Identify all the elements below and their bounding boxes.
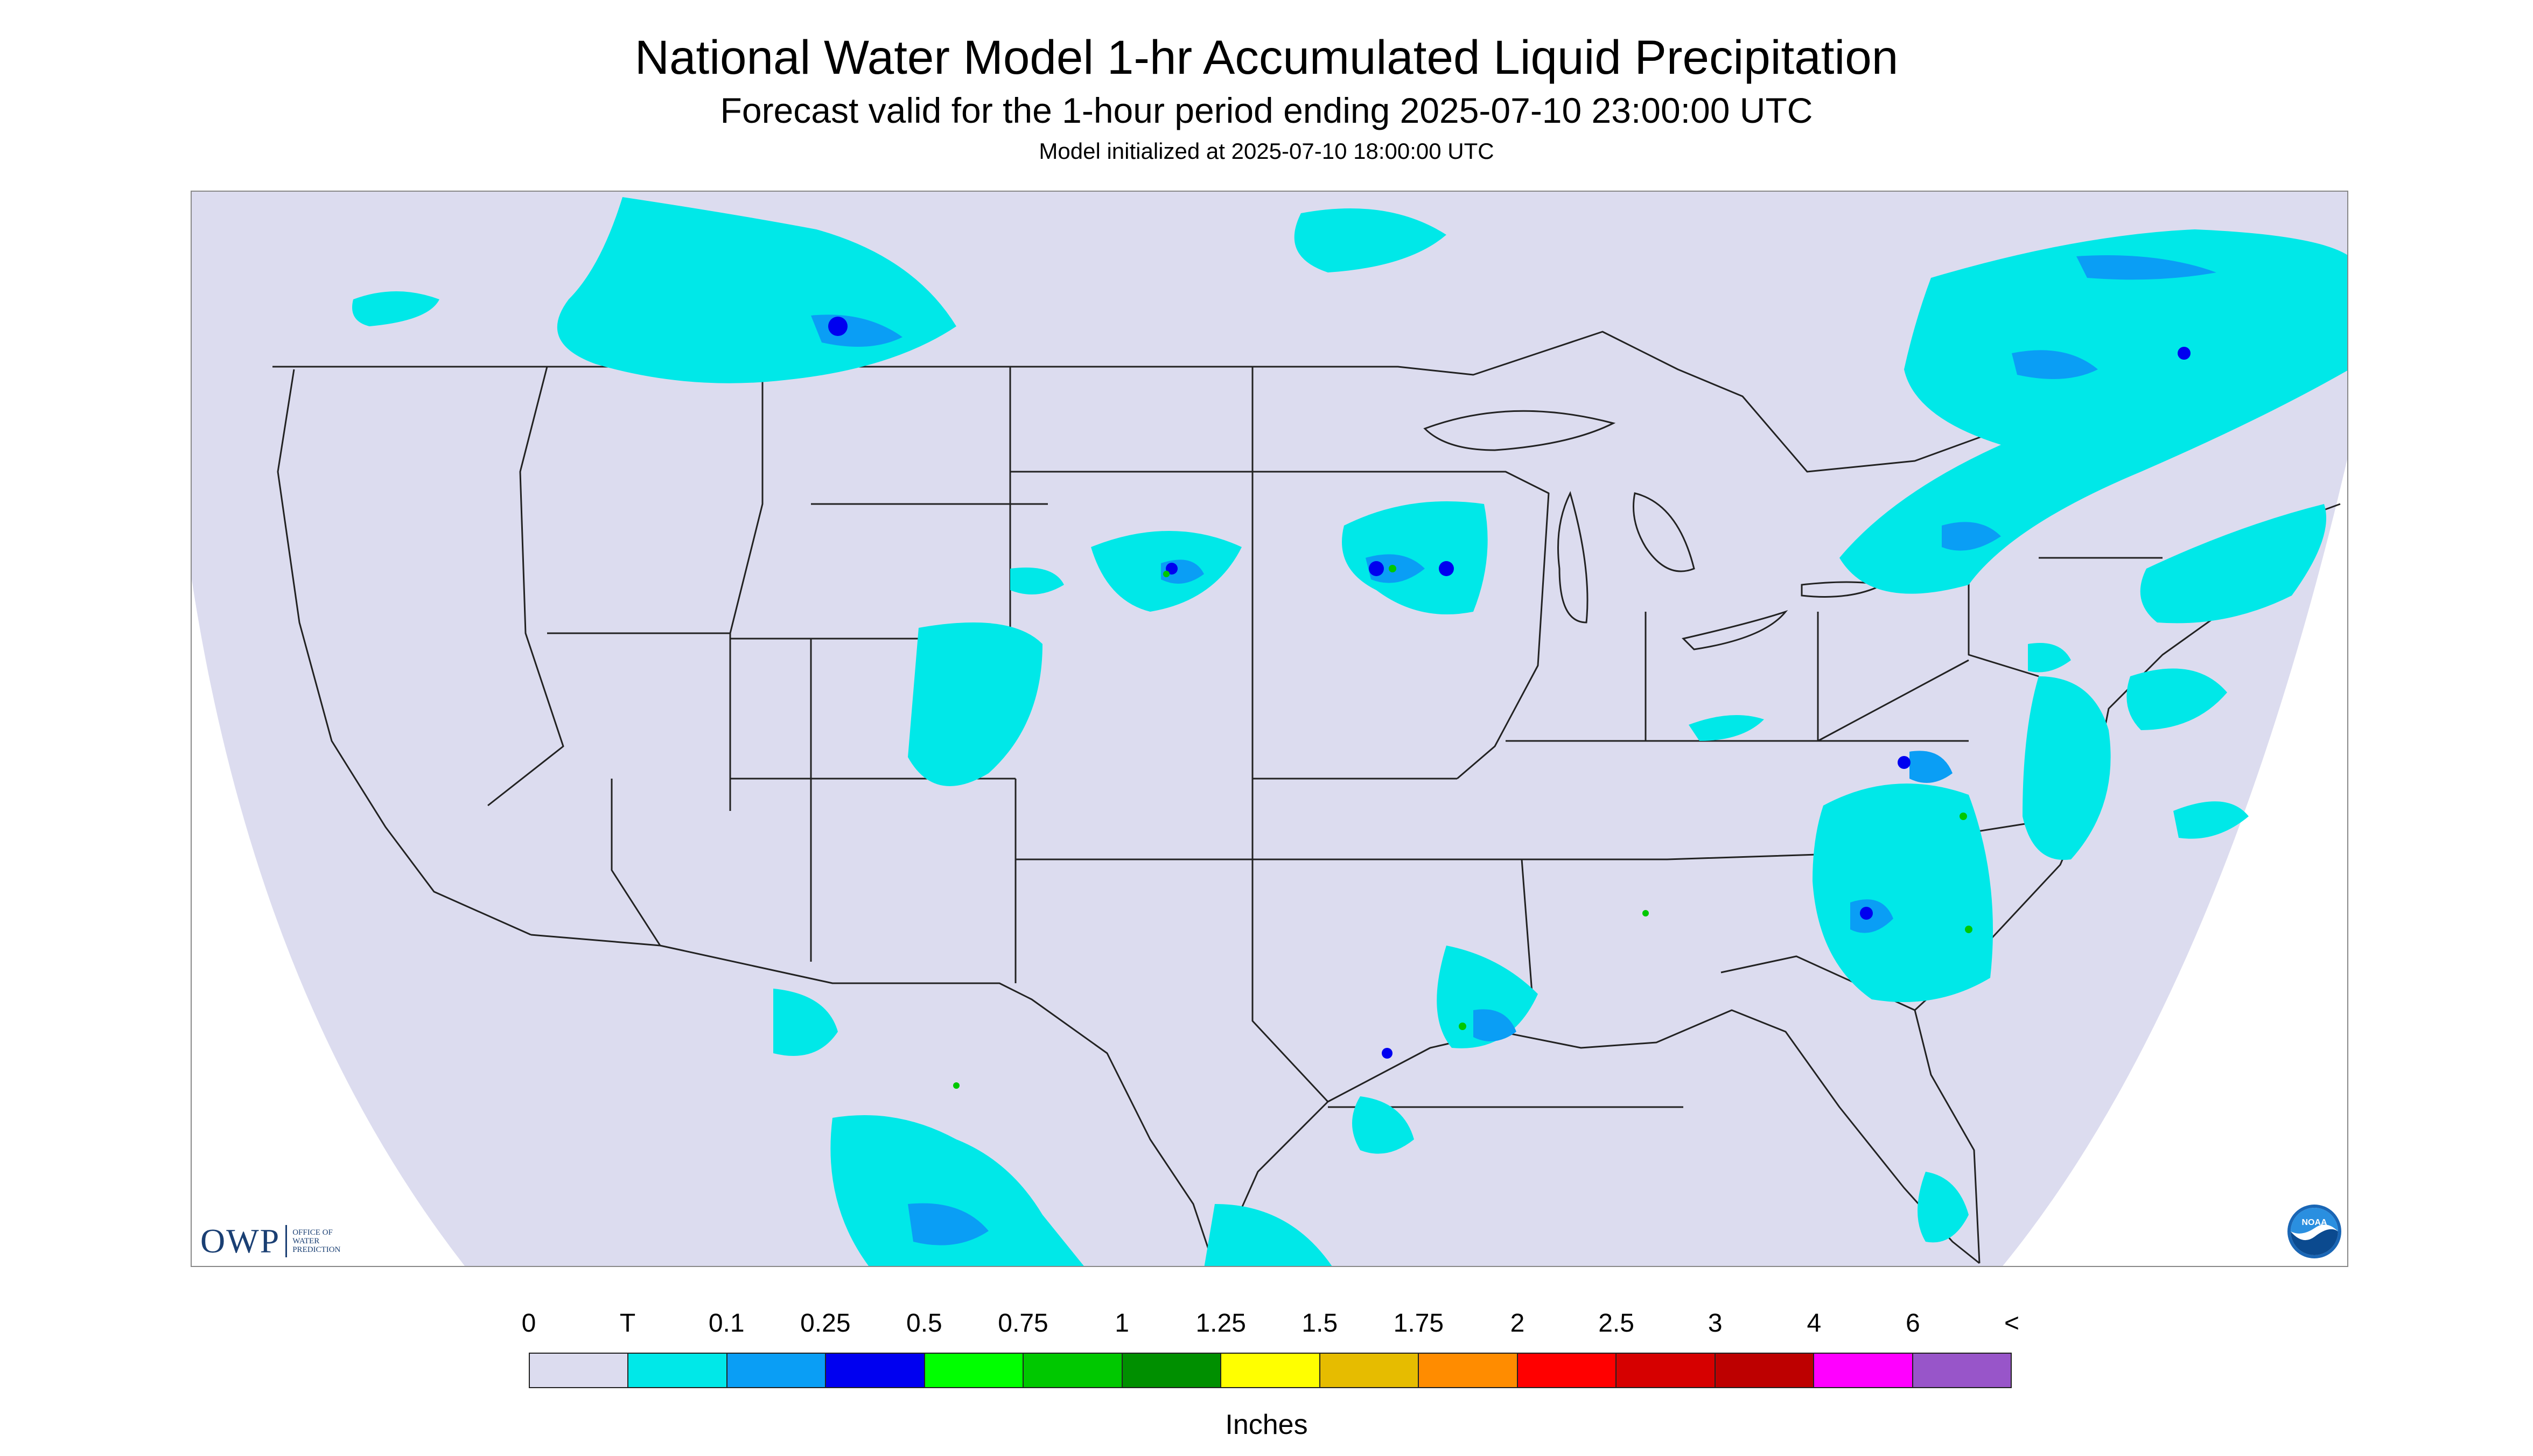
- legend-swatch: [1913, 1354, 2011, 1387]
- legend-swatch: [1617, 1354, 1716, 1387]
- model-init-time: Model initialized at 2025-07-10 18:00:00…: [1039, 138, 1494, 164]
- us-mexico-border: [530, 934, 1215, 1266]
- legend-tick-label: 1.25: [1195, 1309, 1246, 1338]
- legend-tick-label: T: [619, 1309, 636, 1338]
- legend-tick-label: 0: [521, 1309, 536, 1338]
- legend-swatch: [628, 1354, 727, 1387]
- legend-tick-label: 3: [1708, 1309, 1723, 1338]
- precip-peak-areas: [953, 565, 1972, 1089]
- legend-tick-label: 6: [1906, 1309, 1920, 1338]
- legend-swatch: [1122, 1354, 1222, 1387]
- precip-trace-areas: [352, 197, 2347, 1266]
- legend-tick-label: <: [2004, 1309, 2020, 1338]
- legend-tick-label: 2.5: [1598, 1309, 1634, 1338]
- legend-tick-label: 1.75: [1393, 1309, 1444, 1338]
- noaa-logo: NOAA: [2286, 1203, 2342, 1259]
- legend-tick-label: 1.5: [1302, 1309, 1338, 1338]
- owp-logo-subtitle: OFFICE OF WATER PREDICTION: [292, 1228, 341, 1254]
- legend-labels: 0 T 0.1 0.25 0.5 0.75 1 1.25 1.5 1.75 2 2.5 3 4 6 <: [0, 1308, 2533, 1339]
- owp-logo-text: OWP: [200, 1222, 281, 1260]
- lake-superior: [1423, 410, 1616, 451]
- legend-swatch: [727, 1354, 827, 1387]
- legend-tick-label: 0.25: [800, 1309, 851, 1338]
- legend-swatch: [826, 1354, 925, 1387]
- legend-tick-label: 0.1: [708, 1309, 745, 1338]
- legend-units: Inches: [1225, 1409, 1308, 1440]
- legend-tick-label: 1: [1115, 1309, 1129, 1338]
- legend-swatch: [1419, 1354, 1518, 1387]
- map-title: National Water Model 1-hr Accumulated Li…: [634, 30, 1899, 84]
- west-coast: [277, 369, 531, 936]
- great-lakes: [1423, 410, 1885, 650]
- lake-michigan: [1557, 491, 1589, 624]
- legend-swatch: [1517, 1354, 1617, 1387]
- legend-swatch: [1320, 1354, 1419, 1387]
- lake-erie: [1682, 610, 1788, 650]
- legend-color-bar: [529, 1353, 2012, 1388]
- legend-tick-label: 4: [1807, 1309, 1822, 1338]
- legend-tick-label: 0.5: [906, 1309, 942, 1338]
- legend-swatch: [530, 1354, 629, 1387]
- noaa-seal-icon: NOAA: [2287, 1205, 2341, 1258]
- legend-tick-label: 0.75: [998, 1309, 1048, 1338]
- owp-logo: OWP OFFICE OF WATER PREDICTION: [200, 1220, 340, 1263]
- precip-heavy-areas: [828, 317, 2191, 1059]
- legend-swatch: [1221, 1354, 1320, 1387]
- map-subtitle: Forecast valid for the 1-hour period end…: [720, 90, 1813, 130]
- legend-swatch: [925, 1354, 1024, 1387]
- svg-text:NOAA: NOAA: [2301, 1218, 2327, 1227]
- legend-tick-label: 2: [1510, 1309, 1525, 1338]
- lake-huron: [1633, 492, 1695, 572]
- legend-swatch: [1024, 1354, 1123, 1387]
- map-domain: [192, 192, 2347, 1266]
- legend-swatch: [1715, 1354, 1815, 1387]
- map-canvas: [192, 192, 2347, 1266]
- owp-logo-divider: [285, 1225, 288, 1257]
- precipitation-map: [191, 191, 2348, 1267]
- legend-swatch: [1814, 1354, 1913, 1387]
